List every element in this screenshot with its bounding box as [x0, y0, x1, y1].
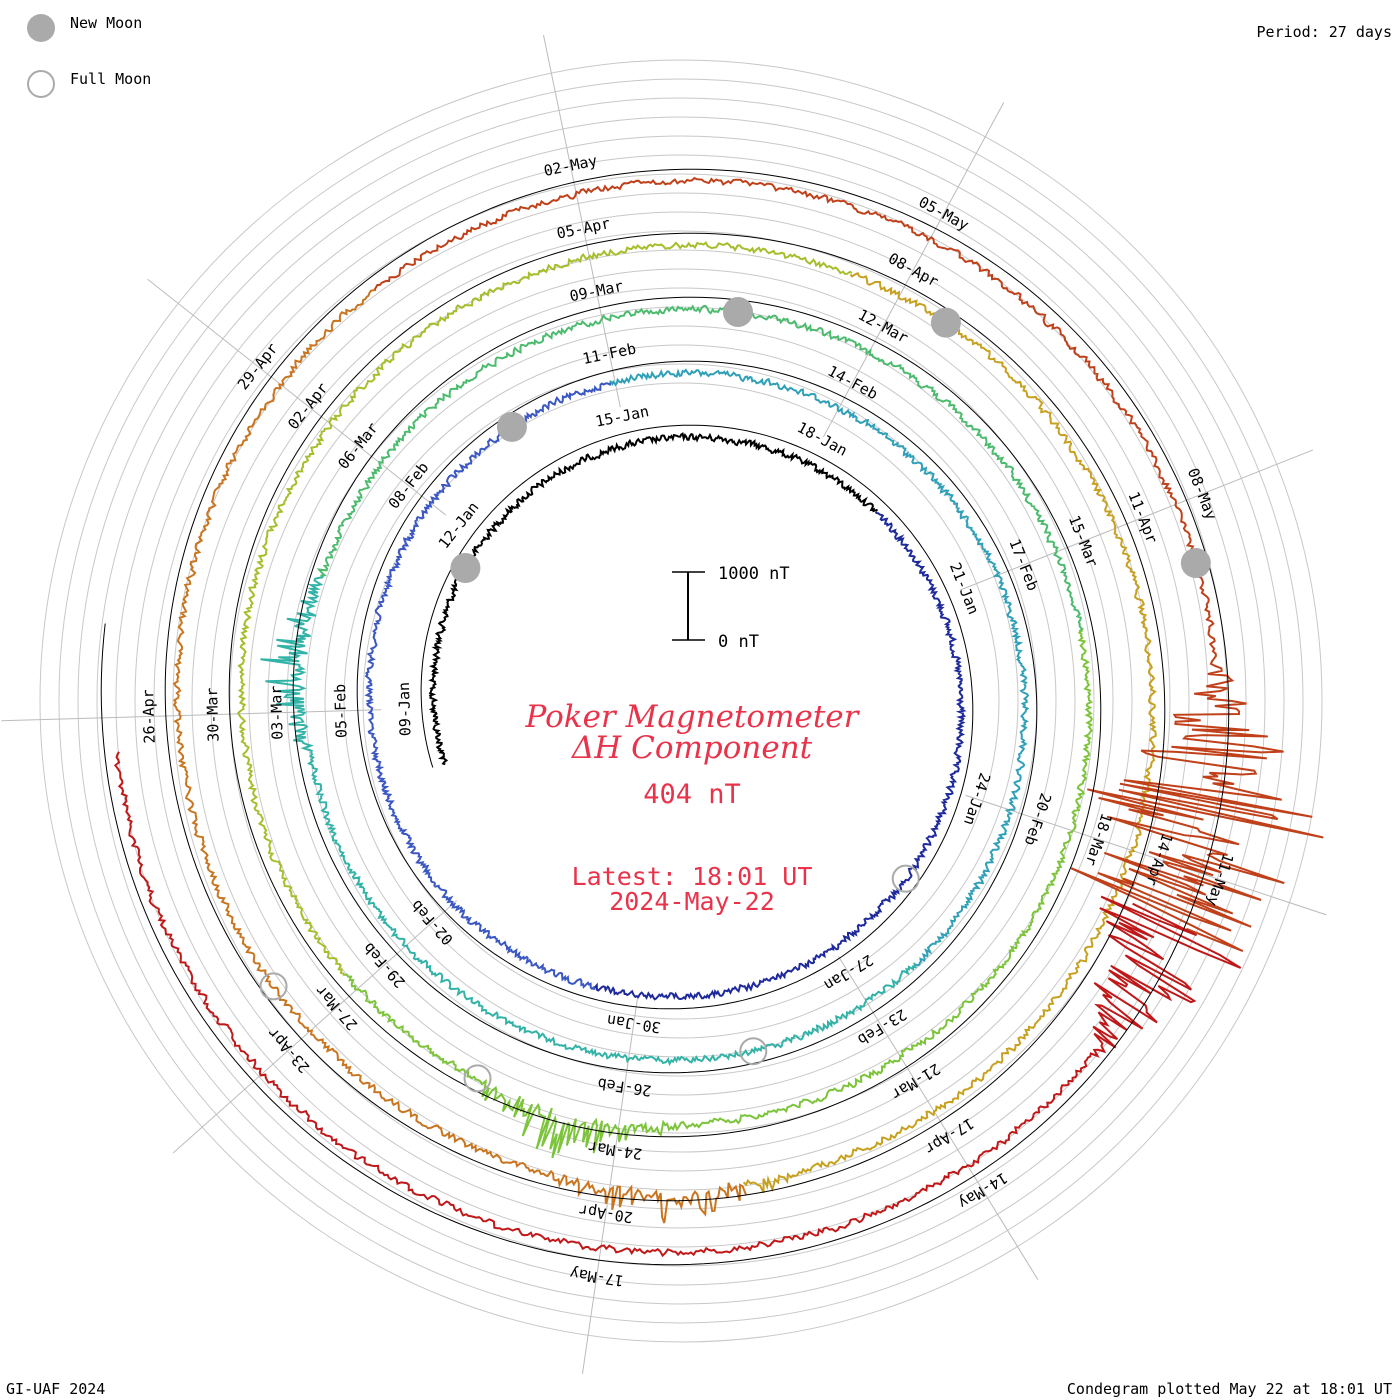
reference-ring: [77, 97, 1285, 1305]
trace-segment: [593, 511, 967, 1001]
date-tick-label: 30-Jan: [606, 1011, 662, 1037]
full-moon-marker: [891, 864, 920, 893]
trace-segment: [172, 289, 747, 1224]
scale-bar: 1000 nT 0 nT: [672, 564, 790, 652]
date-tick-label: 02-Feb: [407, 896, 456, 948]
trace-segment: [236, 241, 853, 976]
reference-ring: [343, 363, 1019, 1039]
trace-segment: [428, 432, 879, 766]
trace-segment: [316, 304, 1084, 633]
reference-rings: [39, 59, 1323, 1343]
reference-ring: [153, 173, 1209, 1229]
date-tick-label: 18-Jan: [794, 418, 850, 460]
radial-tick-line: [838, 956, 1039, 1281]
date-tick-label: 09-Jan: [395, 682, 415, 737]
reference-ring: [58, 78, 1304, 1324]
radial-tick-line: [543, 34, 621, 408]
baseline-spiral: [100, 168, 1230, 1266]
new-moon-marker: [496, 411, 527, 442]
radial-tick-line: [822, 102, 1005, 438]
date-tick-label: 11-Apr: [1124, 489, 1161, 546]
period-label: Period: 27 days: [1256, 23, 1392, 41]
latest-date: 2024-May-22: [609, 887, 775, 916]
date-tick-label: 02-May: [542, 151, 599, 180]
date-tick-label: 27-Mar: [312, 981, 361, 1033]
full-moon-legend-icon: [27, 70, 55, 98]
radial-tick-line: [172, 900, 458, 1154]
date-tick-label: 30-Mar: [203, 687, 223, 742]
full-moon-marker: [739, 1037, 768, 1066]
date-tick-label: 26-Apr: [139, 689, 159, 744]
radial-tick-line: [959, 449, 1314, 591]
reference-ring: [115, 135, 1247, 1267]
date-tick-label: 24-Mar: [587, 1138, 643, 1164]
date-tick-label: 15-Jan: [594, 402, 651, 431]
new-moon-marker: [1180, 548, 1211, 579]
date-tick-label: 06-Mar: [334, 419, 382, 473]
date-tick-label: 03-Mar: [267, 685, 287, 740]
reference-ring: [39, 59, 1323, 1343]
reference-ring: [305, 325, 1057, 1077]
full-moon-legend-label: Full Moon: [70, 70, 152, 88]
reference-ring: [267, 287, 1095, 1115]
reference-ring: [248, 268, 1114, 1134]
trace-segment: [373, 176, 1324, 953]
radial-tick-line: [147, 278, 446, 516]
reference-ring: [172, 192, 1190, 1210]
trace-segment: [113, 751, 1242, 1258]
date-tick-label: 08-Apr: [885, 249, 941, 291]
reference-ring: [191, 211, 1171, 1191]
full-moon-marker: [259, 972, 288, 1001]
date-tick-label: 05-Apr: [555, 214, 612, 243]
date-tick-label: 15-Mar: [1065, 513, 1102, 570]
new-moon-legend-label: New Moon: [70, 14, 143, 32]
reference-ring: [229, 249, 1133, 1153]
date-tick-label: 26-Feb: [596, 1074, 652, 1100]
new-moon-legend-icon: [27, 14, 55, 42]
reference-ring: [362, 382, 1000, 1020]
date-tick-label: 17-Apr: [922, 1114, 978, 1158]
date-tick-label: 17-Feb: [1005, 536, 1042, 593]
date-tick-label: 12-Jan: [435, 498, 483, 552]
date-tick-label: 09-Mar: [568, 277, 625, 306]
chart-title-line2: ΔH Component: [571, 730, 813, 766]
new-moon-marker: [450, 553, 481, 584]
date-tick-label: 08-May: [1184, 465, 1221, 522]
date-tick-label: 08-Feb: [385, 459, 433, 513]
latest-time: Latest: 18:01 UT: [572, 862, 813, 891]
trace-segment: [742, 272, 1157, 1194]
radial-tick-line: [965, 794, 1327, 916]
full-moon-marker: [463, 1064, 492, 1093]
footer-plotted-time: Condegram plotted May 22 at 18:01 UT: [1066, 1380, 1392, 1398]
moon-phase-markers: [259, 297, 1211, 1093]
radial-tick-lines: [1, 34, 1327, 1374]
trace-segment: [343, 629, 1094, 1159]
new-moon-marker: [930, 307, 961, 338]
footer-credit: GI-UAF 2024: [6, 1380, 106, 1398]
scale-top-label: 1000 nT: [718, 564, 790, 584]
reference-ring: [210, 230, 1152, 1172]
scale-bottom-label: 0 nT: [718, 632, 759, 652]
trace-segment: [364, 381, 612, 991]
date-tick-label: 27-Jan: [821, 951, 877, 995]
new-moon-marker: [722, 297, 753, 328]
date-tick-label: 17-May: [569, 1264, 625, 1290]
current-value: 404 nT: [643, 779, 741, 810]
chart-title-line1: Poker Magnetometer: [525, 699, 861, 735]
date-tick-label: 21-Jan: [946, 560, 983, 617]
magnetometer-trace: [100, 168, 1324, 1266]
date-tick-label: 23-Apr: [264, 1024, 313, 1076]
radial-tick-line: [1, 709, 382, 722]
date-tick-label: 29-Feb: [360, 939, 409, 991]
date-tick-label: 05-May: [916, 193, 972, 235]
trace-segment: [609, 368, 1030, 967]
date-tick-label: 11-Feb: [581, 339, 638, 368]
date-tick-label: 05-Feb: [331, 684, 351, 739]
reference-ring: [96, 116, 1266, 1286]
date-tick-label: 20-Apr: [578, 1201, 634, 1227]
